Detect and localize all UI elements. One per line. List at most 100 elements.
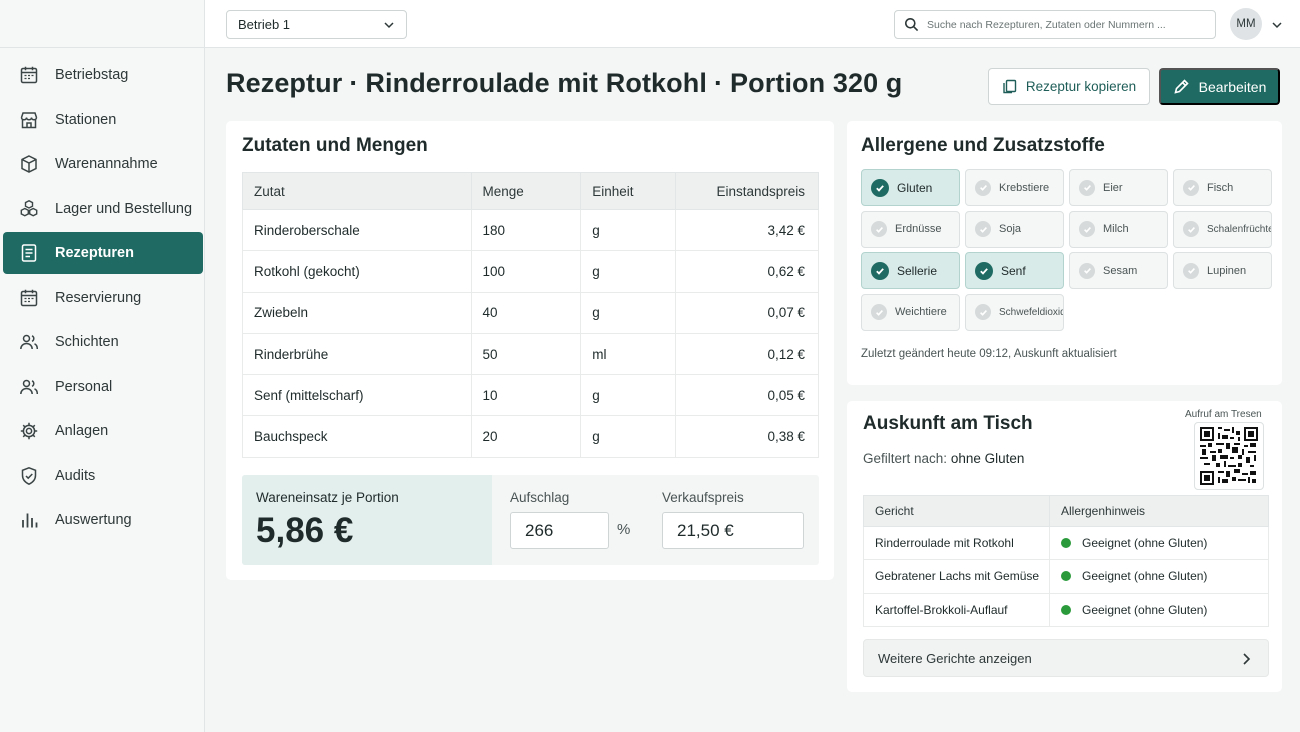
betrieb-select-value: Betrieb 1 xyxy=(238,17,291,32)
column-header-gericht[interactable]: Gericht xyxy=(863,495,1050,527)
ingredients-card: Zutaten und Mengen Zutat Menge Einheit E… xyxy=(226,121,834,580)
package-icon xyxy=(19,154,39,174)
table-row[interactable]: Rotkohl (gekocht) 100 g 0,62 € xyxy=(242,250,819,293)
cell-einheit: g xyxy=(580,250,677,293)
filter-value: ohne Gluten xyxy=(950,451,1025,466)
cell-einstandspreis: 0,05 € xyxy=(675,374,819,417)
table-row[interactable]: Bauchspeck 20 g 0,38 € xyxy=(242,415,819,458)
status-text: Geeignet (ohne Gluten) xyxy=(1082,569,1208,584)
sidebar-item-lager-und-bestellung[interactable]: Lager und Bestellung xyxy=(3,188,203,230)
cell-gericht: Gebratener Lachs mit Gemüse xyxy=(863,559,1050,594)
markup-input[interactable] xyxy=(510,512,609,549)
sidebar-item-stationen[interactable]: Stationen xyxy=(3,99,203,141)
sidebar-item-warenannahme[interactable]: Warenannahme xyxy=(3,143,203,185)
allergen-chip-sesam[interactable]: Sesam xyxy=(1069,252,1168,289)
allergen-chip-sellerie[interactable]: Sellerie xyxy=(861,252,960,289)
allergen-label: Lupinen xyxy=(1207,264,1247,277)
sidebar-item-reservierung[interactable]: Reservierung xyxy=(3,277,203,319)
allergen-chip-gluten[interactable]: Gluten xyxy=(861,169,960,206)
cell-allergenhinweis: Geeignet (ohne Gluten) xyxy=(1049,592,1269,627)
column-header-menge[interactable]: Menge xyxy=(470,172,582,210)
allergen-chip-weichtiere[interactable]: Weichtiere xyxy=(861,293,960,331)
store-icon xyxy=(19,110,39,130)
dish-allergen-table: Gericht Allergenhinweis Rinderroulade mi… xyxy=(863,495,1269,627)
cost-value: 5,86 € xyxy=(256,511,354,550)
filter-label: Gefiltert nach: xyxy=(863,451,948,466)
markup-unit: % xyxy=(617,521,631,538)
allergen-label: Soja xyxy=(999,223,1022,235)
cell-einheit: g xyxy=(580,291,677,334)
allergen-label: Sesam xyxy=(1103,264,1138,277)
column-header-zutat[interactable]: Zutat xyxy=(242,172,472,210)
allergen-chip-erdnuesse[interactable]: Erdnüsse xyxy=(861,210,960,248)
allergen-chip-senf[interactable]: Senf xyxy=(965,252,1064,289)
table-header-row: Zutat Menge Einheit Einstandspreis xyxy=(242,172,819,210)
sidebar-item-label: Personal xyxy=(55,378,113,395)
check-circle-icon xyxy=(871,221,887,237)
cell-menge: 20 xyxy=(470,415,582,458)
pencil-icon xyxy=(1174,79,1189,94)
allergen-chip-fisch[interactable]: Fisch xyxy=(1173,169,1272,206)
table-row[interactable]: Kartoffel-Brokkoli-Auflauf Geeignet (ohn… xyxy=(863,592,1269,627)
table-row[interactable]: Rinderoberschale 180 g 3,42 € xyxy=(242,208,819,252)
edit-button[interactable]: Bearbeiten xyxy=(1159,68,1280,105)
shield-check-icon xyxy=(19,466,39,486)
allergen-chip-lupinen[interactable]: Lupinen xyxy=(1173,252,1272,289)
chevron-down-icon[interactable] xyxy=(1271,18,1283,30)
cell-einstandspreis: 3,42 € xyxy=(675,208,819,252)
page-title-portion: Portion 320 g xyxy=(730,68,903,98)
status-text: Geeignet (ohne Gluten) xyxy=(1082,602,1208,617)
sidebar-item-label: Rezepturen xyxy=(55,245,134,261)
column-header-einstandspreis[interactable]: Einstandspreis xyxy=(675,172,819,210)
check-circle-icon xyxy=(975,179,991,196)
avatar[interactable]: MM xyxy=(1230,8,1262,40)
sidebar-item-audits[interactable]: Audits xyxy=(3,455,203,497)
more-dishes-label: Weitere Gerichte anzeigen xyxy=(878,650,1032,666)
column-header-einheit[interactable]: Einheit xyxy=(580,172,677,210)
allergen-chip-schwefeldioxid[interactable]: Schwefeldioxid xyxy=(965,293,1064,331)
sidebar-item-auswertung[interactable]: Auswertung xyxy=(3,499,203,541)
allergen-chip-soja[interactable]: Soja xyxy=(965,210,1064,248)
check-circle-icon xyxy=(1183,262,1199,279)
sidebar-item-rezepturen[interactable]: Rezepturen xyxy=(3,232,203,274)
allergen-label: Gluten xyxy=(897,180,933,195)
check-circle-icon xyxy=(871,304,887,320)
gear-icon xyxy=(19,421,39,441)
more-dishes-button[interactable]: Weitere Gerichte anzeigen xyxy=(863,639,1269,677)
check-circle-icon xyxy=(975,221,991,237)
allergen-label: Erdnüsse xyxy=(895,223,942,235)
allergen-chip-schalenfruechte[interactable]: Schalenfrüchte xyxy=(1173,210,1272,248)
price-input[interactable] xyxy=(662,512,804,549)
chevron-right-icon xyxy=(1240,652,1252,666)
table-row[interactable]: Rinderbrühe 50 ml 0,12 € xyxy=(242,332,819,376)
top-bar: Betrieb 1 MM xyxy=(205,0,1300,48)
copy-recipe-button[interactable]: Rezeptur kopieren xyxy=(988,68,1150,105)
table-row[interactable]: Senf (mittelscharf) 10 g 0,05 € xyxy=(242,374,819,417)
sidebar-item-personal[interactable]: Personal xyxy=(3,366,203,408)
table-row[interactable]: Gebratener Lachs mit Gemüse Geeignet (oh… xyxy=(863,559,1269,594)
allergen-chip-eier[interactable]: Eier xyxy=(1069,169,1168,206)
sidebar-item-schichten[interactable]: Schichten xyxy=(3,321,203,363)
search-input[interactable] xyxy=(927,18,1197,31)
check-circle-icon xyxy=(1183,179,1199,196)
table-info-card: Auskunft am Tisch Gefiltert nach: ohne G… xyxy=(847,401,1282,692)
allergen-chip-krebstiere[interactable]: Krebstiere xyxy=(965,169,1064,206)
column-header-allergenhinweis[interactable]: Allergenhinweis xyxy=(1049,495,1269,527)
betrieb-select[interactable]: Betrieb 1 xyxy=(226,10,407,39)
document-icon xyxy=(19,243,39,263)
sidebar-item-anlagen[interactable]: Anlagen xyxy=(3,410,203,452)
table-row[interactable]: Rinderroulade mit Rotkohl Geeignet (ohne… xyxy=(863,525,1269,561)
table-row[interactable]: Zwiebeln 40 g 0,07 € xyxy=(242,291,819,334)
qr-code[interactable] xyxy=(1194,422,1264,490)
cell-einheit: g xyxy=(580,208,677,252)
check-circle-icon xyxy=(1079,221,1095,237)
sidebar-item-label: Betriebstag xyxy=(55,67,129,83)
table-info-title: Auskunft am Tisch xyxy=(863,413,1033,434)
check-circle-icon xyxy=(871,261,889,280)
sidebar-item-label: Auswertung xyxy=(55,512,132,528)
cell-einheit: g xyxy=(580,374,677,417)
sidebar-item-betriebstag[interactable]: Betriebstag xyxy=(3,54,203,96)
cell-menge: 10 xyxy=(470,374,582,417)
sidebar-item-label: Stationen xyxy=(55,111,117,128)
allergen-chip-milch[interactable]: Milch xyxy=(1069,210,1168,248)
